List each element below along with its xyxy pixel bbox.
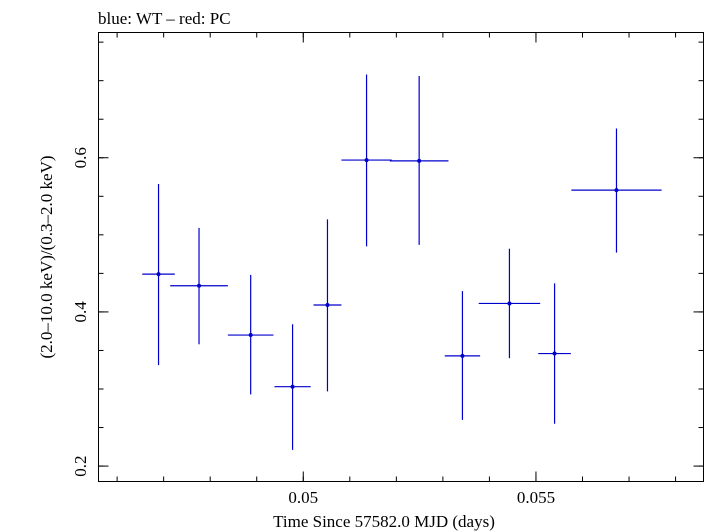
x-axis-label: Time Since 57582.0 MJD (days) (273, 512, 495, 531)
data-point (197, 283, 202, 288)
y-tick-label: 0.6 (71, 147, 90, 168)
data-point (156, 272, 161, 277)
data-point (325, 302, 330, 307)
x-tick-label: 0.055 (517, 488, 555, 507)
axis-ticks (98, 32, 704, 482)
data-series (142, 74, 662, 450)
data-point (417, 158, 422, 163)
axis-tick-labels: 0.05 0.055 0.2 0.4 0.6 (71, 147, 555, 507)
plot-frame (98, 32, 704, 482)
x-tick-label: 0.05 (288, 488, 318, 507)
data-point (290, 384, 295, 389)
chart-title: blue: WT – red: PC (98, 9, 231, 28)
data-point (364, 158, 369, 163)
y-tick-label: 0.2 (71, 455, 90, 476)
data-point (552, 351, 557, 356)
data-point (248, 333, 253, 338)
y-tick-label: 0.4 (71, 301, 90, 323)
data-point (507, 301, 512, 306)
data-point (614, 188, 619, 193)
y-axis-label: (2.0–10.0 keV)/(0.3–2.0 keV) (37, 155, 56, 358)
series-wt (142, 74, 662, 450)
data-point (460, 353, 465, 358)
